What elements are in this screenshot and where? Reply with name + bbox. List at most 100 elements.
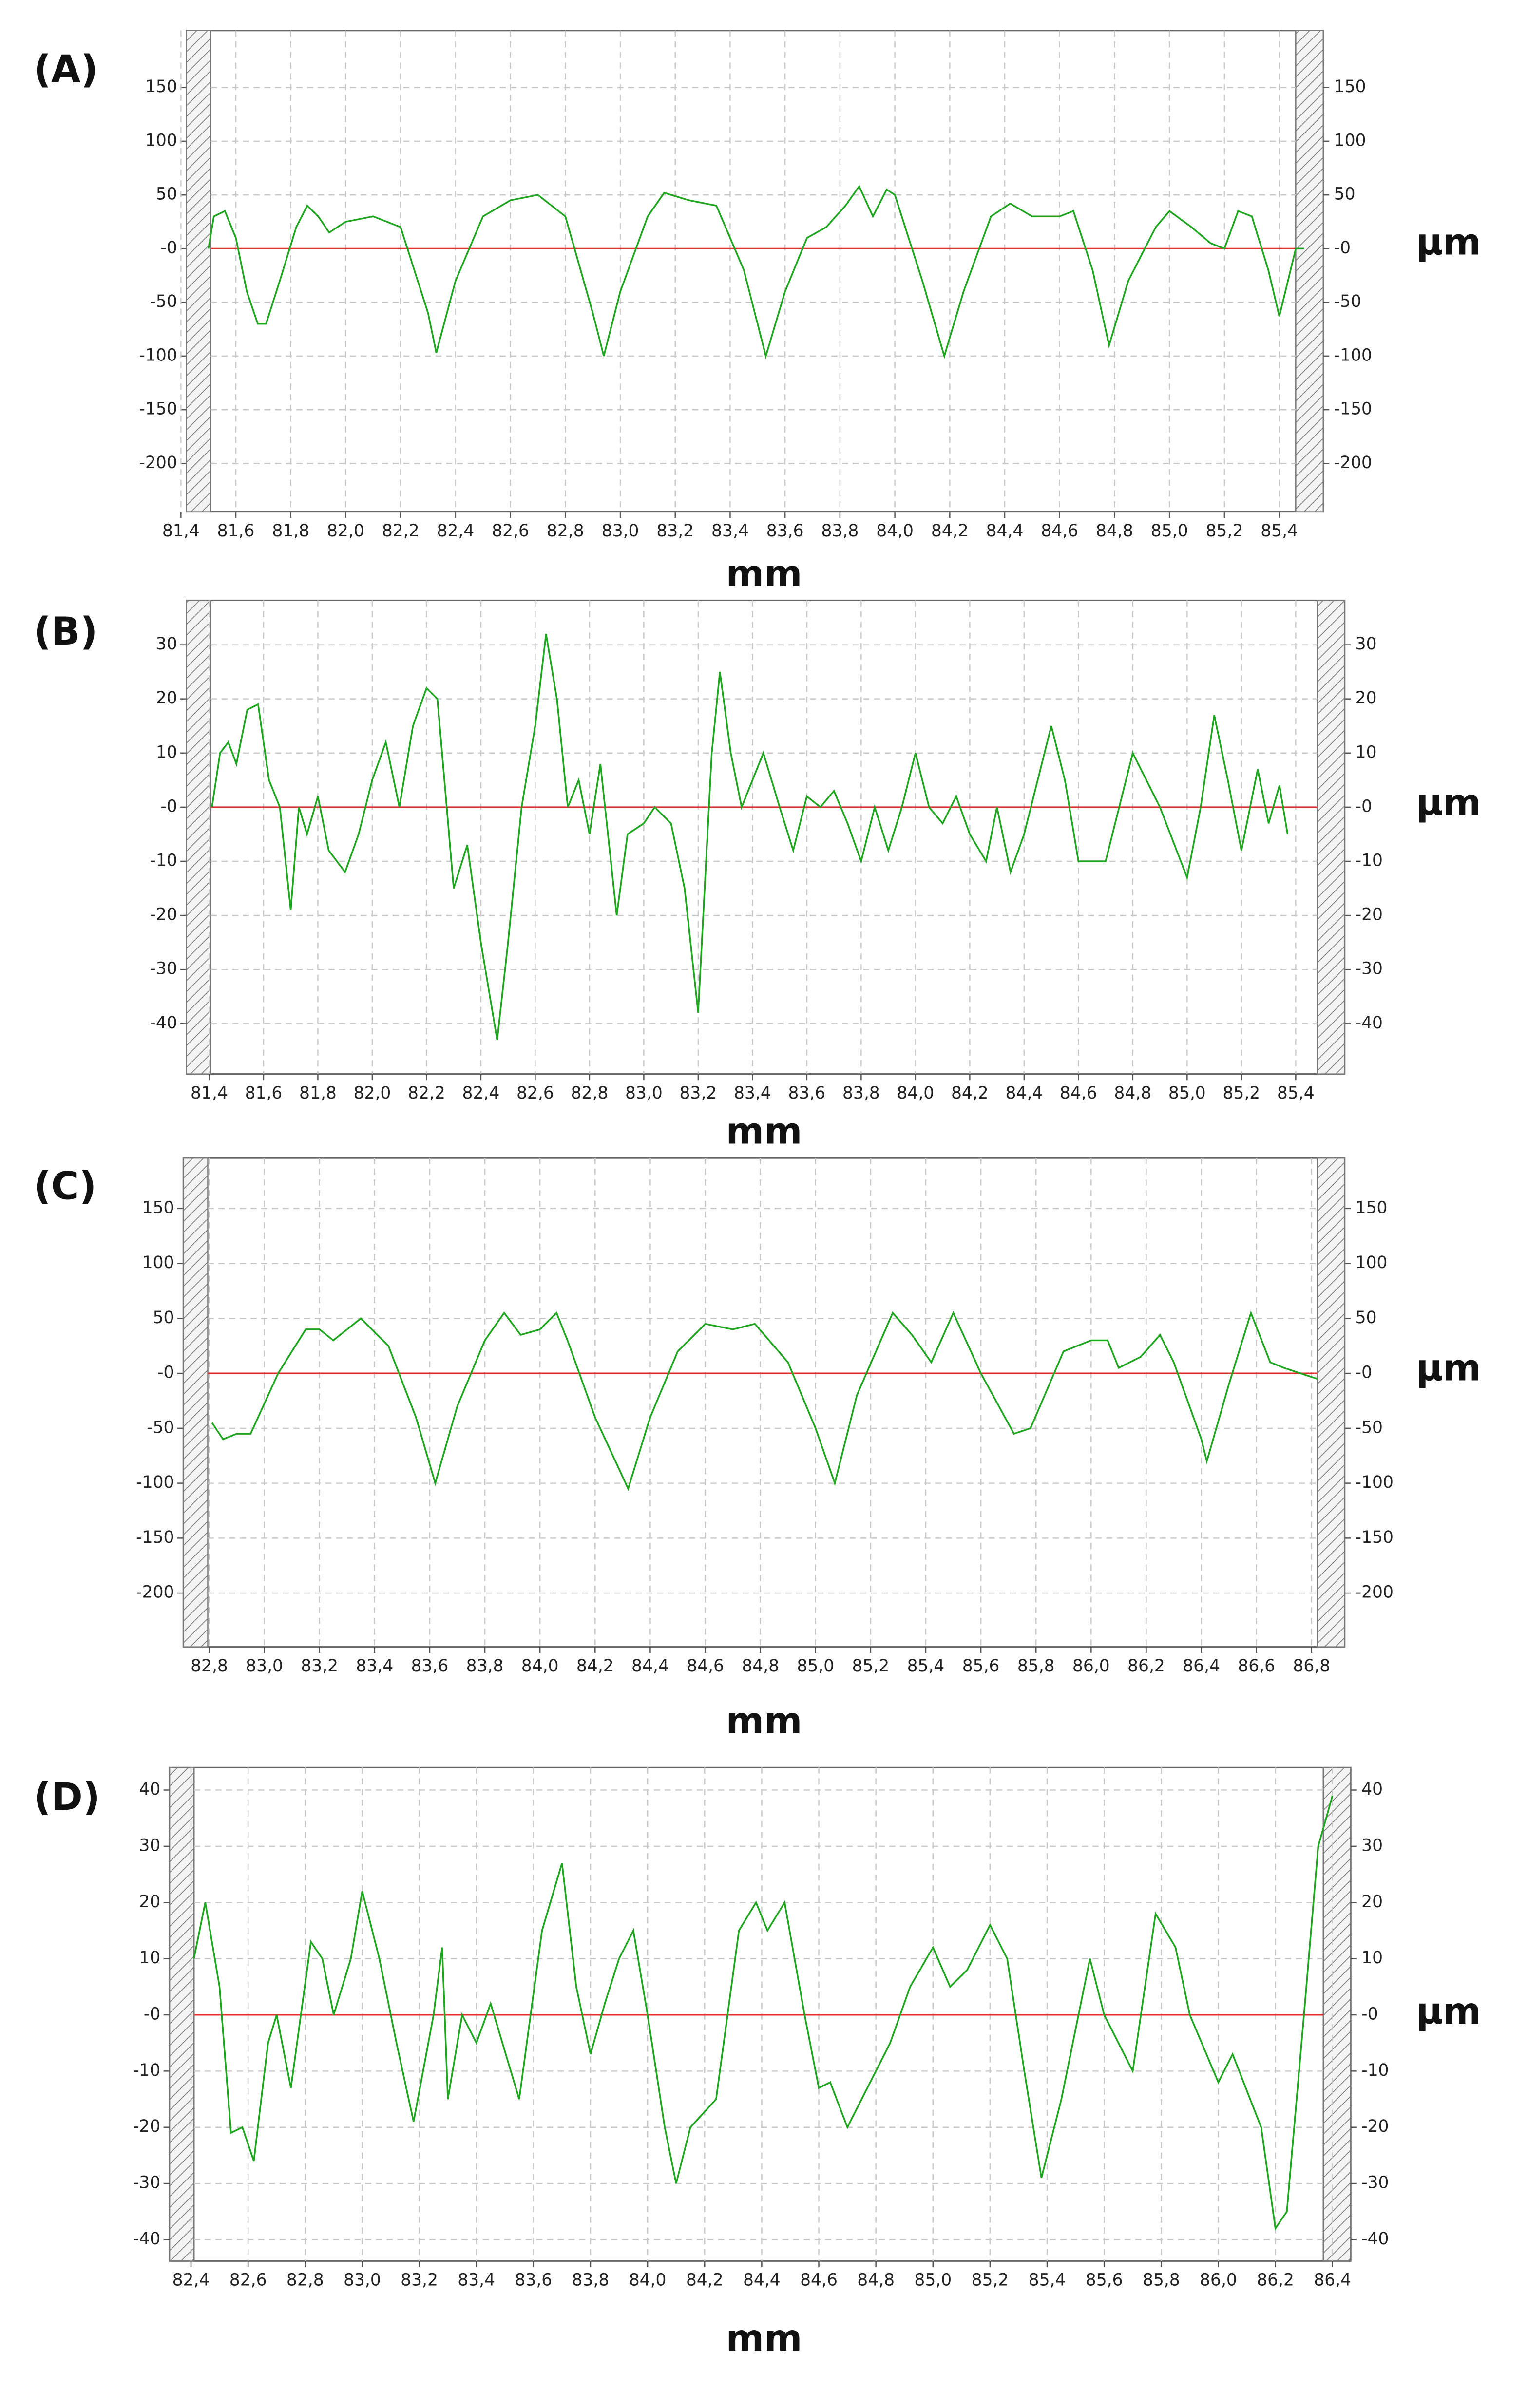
x-axis-label: mm bbox=[726, 552, 802, 595]
y2-tick-label: -0 bbox=[1356, 1363, 1372, 1383]
y2-tick-label: -20 bbox=[1361, 2117, 1389, 2136]
y-tick-label: 20 bbox=[139, 1892, 160, 1912]
y2-tick-label: 10 bbox=[1356, 742, 1377, 762]
y2-tick-label: -40 bbox=[1356, 1013, 1383, 1033]
plot-area bbox=[182, 1157, 1346, 1648]
x-tick-label: 85,8 bbox=[1143, 2271, 1180, 2290]
x-tick-label: 86,4 bbox=[1183, 1656, 1220, 1676]
y2-tick-label: 150 bbox=[1356, 1198, 1388, 1217]
y-tick-label: -20 bbox=[133, 2117, 160, 2136]
y-tick-label: 50 bbox=[153, 1308, 174, 1327]
y-tick-label: -0 bbox=[160, 796, 177, 816]
y-tick-label: -10 bbox=[150, 851, 177, 870]
panel: 30 30 20 20 10 10 -0 -0 -10 -10 -20 -20 -30 -30 -40 -40… bbox=[34, 599, 1481, 1152]
y-tick-label: -10 bbox=[133, 2061, 160, 2080]
y2-tick-label: -100 bbox=[1356, 1473, 1394, 1492]
x-tick-label: 83,4 bbox=[356, 1656, 393, 1676]
x-tick-label: 82,2 bbox=[408, 1083, 445, 1103]
x-tick-label: 85,0 bbox=[1168, 1083, 1206, 1103]
panel: 150 150 100 100 50 50 -0 -0 -50 -50 -100 -100 -150 -1… bbox=[34, 30, 1481, 595]
hatch-right bbox=[1316, 600, 1345, 1075]
x-tick-label: 86,8 bbox=[1293, 1656, 1330, 1676]
x-tick-label: 83,2 bbox=[656, 521, 694, 541]
y-tick-label: -40 bbox=[150, 1013, 177, 1033]
x-tick-label: 82,6 bbox=[229, 2271, 267, 2290]
y-tick-label: 20 bbox=[156, 688, 177, 708]
panel-label: (B) bbox=[34, 609, 97, 654]
y2-tick-label: 150 bbox=[1334, 77, 1366, 96]
x-tick-label: 85,4 bbox=[907, 1656, 945, 1676]
x-tick-label: 83,6 bbox=[788, 1083, 825, 1103]
x-tick-label: 84,4 bbox=[1005, 1083, 1043, 1103]
profile-line bbox=[211, 1310, 1318, 1491]
x-tick-label: 84,8 bbox=[1096, 521, 1133, 541]
hatch-right bbox=[1322, 1767, 1352, 2262]
x-tick-label: 83,8 bbox=[572, 2271, 610, 2290]
x-tick-label: 82,6 bbox=[516, 1083, 554, 1103]
x-tick-label: 81,4 bbox=[191, 1083, 228, 1103]
x-tick-label: 82,0 bbox=[327, 521, 364, 541]
y2-tick-label: 100 bbox=[1356, 1253, 1388, 1272]
y-tick-label: -200 bbox=[139, 453, 177, 473]
x-tick-label: 83,4 bbox=[711, 521, 749, 541]
hatch-left bbox=[186, 30, 212, 512]
y2-tick-label: -50 bbox=[1356, 1418, 1383, 1437]
y-tick-label: 50 bbox=[156, 185, 177, 204]
x-tick-label: 85,4 bbox=[1261, 521, 1298, 541]
x-tick-label: 84,8 bbox=[857, 2271, 895, 2290]
y2-tick-label: 30 bbox=[1356, 634, 1377, 654]
y2-tick-label: 40 bbox=[1361, 1780, 1383, 1799]
x-tick-label: 84,4 bbox=[743, 2271, 781, 2290]
y-axis-label: µm bbox=[1416, 1990, 1481, 2032]
x-tick-label: 81,8 bbox=[299, 1083, 337, 1103]
y2-tick-label: -10 bbox=[1361, 2061, 1389, 2080]
x-tick-label: 83,0 bbox=[344, 2271, 381, 2290]
x-tick-label: 84,6 bbox=[687, 1656, 724, 1676]
x-tick-label: 84,8 bbox=[1114, 1083, 1151, 1103]
x-tick-label: 85,4 bbox=[1277, 1083, 1315, 1103]
y2-tick-label: -30 bbox=[1356, 959, 1383, 979]
y-tick-label: 30 bbox=[156, 634, 177, 654]
x-tick-label: 83,4 bbox=[734, 1083, 771, 1103]
x-tick-label: 86,0 bbox=[1072, 1656, 1110, 1676]
x-tick-label: 83,6 bbox=[411, 1656, 449, 1676]
y2-tick-label: -150 bbox=[1334, 399, 1372, 419]
x-tick-label: 83,6 bbox=[515, 2271, 552, 2290]
y-axis-label: µm bbox=[1416, 781, 1481, 824]
y-tick-label: 150 bbox=[142, 1198, 174, 1217]
x-tick-label: 82,8 bbox=[547, 521, 584, 541]
x-tick-label: 83,0 bbox=[625, 1083, 663, 1103]
y2-tick-label: -200 bbox=[1334, 453, 1372, 473]
x-tick-label: 86,0 bbox=[1200, 2271, 1237, 2290]
hatch-left bbox=[183, 1157, 209, 1648]
y-tick-label: -150 bbox=[136, 1528, 174, 1547]
y-axis-label: µm bbox=[1416, 1346, 1481, 1389]
y-tick-label: -100 bbox=[136, 1473, 174, 1492]
hatch-left bbox=[186, 600, 212, 1075]
x-tick-label: 84,6 bbox=[1041, 521, 1078, 541]
x-tick-label: 85,0 bbox=[1151, 521, 1188, 541]
y2-tick-label: -0 bbox=[1361, 2004, 1378, 2024]
profile-line bbox=[211, 634, 1289, 1040]
y2-tick-label: -0 bbox=[1334, 238, 1351, 258]
x-tick-label: 85,0 bbox=[914, 2271, 952, 2290]
y-tick-label: -30 bbox=[150, 959, 177, 979]
x-tick-label: 81,6 bbox=[217, 521, 255, 541]
x-tick-label: 85,4 bbox=[1029, 2271, 1066, 2290]
y2-tick-label: 20 bbox=[1356, 688, 1377, 708]
x-tick-label: 84,0 bbox=[897, 1083, 934, 1103]
y2-tick-label: -200 bbox=[1356, 1583, 1394, 1602]
x-tick-label: 84,0 bbox=[876, 521, 914, 541]
x-tick-label: 82,8 bbox=[286, 2271, 324, 2290]
y-tick-label: 30 bbox=[139, 1836, 160, 1855]
x-tick-label: 83,2 bbox=[301, 1656, 338, 1676]
x-axis-label: mm bbox=[726, 1699, 802, 1742]
x-tick-label: 82,4 bbox=[437, 521, 474, 541]
x-tick-label: 84,0 bbox=[629, 2271, 667, 2290]
y-tick-label: -150 bbox=[139, 399, 177, 419]
y-tick-label: -30 bbox=[133, 2173, 160, 2193]
x-tick-label: 85,2 bbox=[972, 2271, 1009, 2290]
y2-tick-label: -100 bbox=[1334, 345, 1372, 365]
